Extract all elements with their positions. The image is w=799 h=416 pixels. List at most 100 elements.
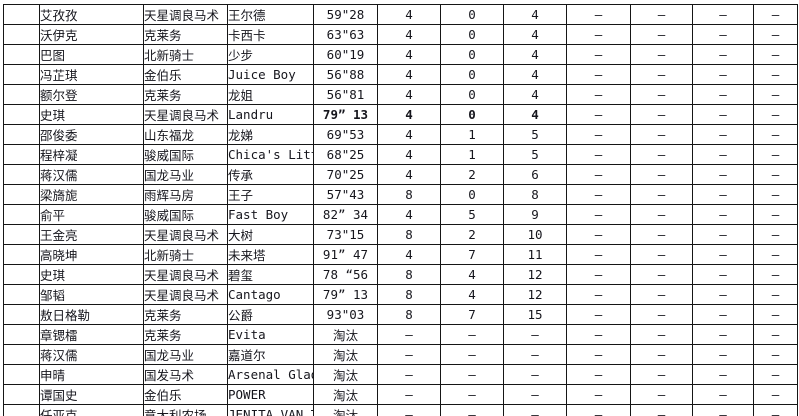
cell-extra-4: – (753, 184, 798, 205)
results-table: 艾孜孜 天星调良马术 王尔德 59"28 4 0 4 – – – – 沃伊克 克… (3, 4, 798, 416)
cell-extra-2: – (630, 164, 693, 185)
cell-club-name: 北新骑士 (143, 244, 228, 265)
cell-rider-name: 梁旖旎 (39, 184, 144, 205)
cell-rider-name: 王金亮 (39, 224, 144, 245)
cell-horse-name: 碧玺 (227, 264, 314, 285)
cell-faults-2: 2 (440, 164, 504, 185)
cell-club-name: 山东福龙 (143, 124, 228, 145)
cell-faults-2: – (440, 324, 504, 345)
cell-club-name: 国龙马业 (143, 164, 228, 185)
cell-faults-1: 8 (377, 264, 441, 285)
cell-rank (3, 4, 40, 25)
cell-extra-4: – (753, 204, 798, 225)
cell-extra-2: – (630, 44, 693, 65)
cell-extra-1: – (566, 104, 631, 125)
table-row: 沃伊克 克莱务 卡西卡 63"63 4 0 4 – – – – (3, 24, 798, 45)
cell-extra-1: – (566, 324, 631, 345)
cell-extra-3: – (692, 224, 754, 245)
cell-horse-name: Juice Boy (227, 64, 314, 85)
cell-horse-name: Cantago (227, 284, 314, 305)
cell-horse-name: POWER (227, 384, 314, 405)
cell-faults-1: 8 (377, 284, 441, 305)
cell-club-name: 骏威国际 (143, 144, 228, 165)
cell-faults-total: 11 (503, 244, 567, 265)
cell-faults-1: 4 (377, 244, 441, 265)
table-row: 邵俊委 山东福龙 龙娣 69"53 4 1 5 – – – – (3, 124, 798, 145)
cell-extra-4: – (753, 284, 798, 305)
table-row: 程梓凝 骏威国际 Chica's Littl 68"25 4 1 5 – – –… (3, 144, 798, 165)
cell-club-name: 克莱务 (143, 324, 228, 345)
cell-horse-name: 少步 (227, 44, 314, 65)
cell-faults-total: 4 (503, 4, 567, 25)
cell-extra-3: – (692, 244, 754, 265)
cell-faults-1: 4 (377, 64, 441, 85)
cell-time: 78 “56 (313, 264, 378, 285)
cell-rank (3, 304, 40, 325)
cell-club-name: 雨辉马房 (143, 184, 228, 205)
cell-extra-3: – (692, 264, 754, 285)
cell-club-name: 金伯乐 (143, 64, 228, 85)
cell-faults-1: 8 (377, 224, 441, 245)
cell-club-name: 国龙马业 (143, 344, 228, 365)
cell-rider-name: 高晓坤 (39, 244, 144, 265)
cell-extra-3: – (692, 164, 754, 185)
cell-extra-4: – (753, 104, 798, 125)
cell-extra-1: – (566, 204, 631, 225)
cell-faults-total: 9 (503, 204, 567, 225)
cell-faults-2: 0 (440, 104, 504, 125)
cell-rank (3, 64, 40, 85)
cell-horse-name: Landru (227, 104, 314, 125)
cell-extra-3: – (692, 84, 754, 105)
cell-faults-1: – (377, 364, 441, 385)
cell-horse-name: 王子 (227, 184, 314, 205)
cell-horse-name: Arsenal Glads (227, 364, 314, 385)
cell-faults-total: 5 (503, 144, 567, 165)
cell-extra-3: – (692, 344, 754, 365)
cell-rider-name: 沃伊克 (39, 24, 144, 45)
cell-extra-3: – (692, 204, 754, 225)
cell-extra-2: – (630, 184, 693, 205)
cell-faults-total: – (503, 344, 567, 365)
cell-horse-name: JENITA VAN T (227, 404, 314, 416)
table-row: 巴图 北新骑士 少步 60"19 4 0 4 – – – – (3, 44, 798, 65)
cell-extra-3: – (692, 4, 754, 25)
cell-rank (3, 144, 40, 165)
cell-horse-name: 大树 (227, 224, 314, 245)
cell-faults-total: 4 (503, 24, 567, 45)
cell-extra-3: – (692, 64, 754, 85)
cell-faults-total: 6 (503, 164, 567, 185)
cell-extra-1: – (566, 144, 631, 165)
cell-extra-4: – (753, 324, 798, 345)
cell-rider-name: 敖日格勒 (39, 304, 144, 325)
cell-faults-2: 0 (440, 184, 504, 205)
cell-club-name: 金伯乐 (143, 384, 228, 405)
cell-rider-name: 章锶檑 (39, 324, 144, 345)
cell-faults-1: 4 (377, 24, 441, 45)
cell-time: 淘汰 (313, 404, 378, 416)
cell-extra-2: – (630, 84, 693, 105)
cell-extra-1: – (566, 244, 631, 265)
cell-extra-1: – (566, 4, 631, 25)
cell-time: 79” 13 (313, 104, 378, 125)
cell-extra-4: – (753, 364, 798, 385)
table-row: 蒋汉儒 国龙马业 传承 70"25 4 2 6 – – – – (3, 164, 798, 185)
cell-club-name: 北新骑士 (143, 44, 228, 65)
cell-horse-name: 龙姐 (227, 84, 314, 105)
cell-faults-1: 4 (377, 144, 441, 165)
cell-faults-2: – (440, 404, 504, 416)
cell-club-name: 骏威国际 (143, 204, 228, 225)
cell-time: 59"28 (313, 4, 378, 25)
cell-extra-1: – (566, 84, 631, 105)
cell-extra-3: – (692, 284, 754, 305)
table-row: 任亚克 意大利农场 JENITA VAN T 淘汰 – – – – – – – (3, 404, 798, 416)
cell-club-name: 天星调良马术 (143, 104, 228, 125)
cell-faults-2: – (440, 384, 504, 405)
cell-extra-4: – (753, 44, 798, 65)
cell-time: 91” 47 (313, 244, 378, 265)
cell-faults-2: 0 (440, 24, 504, 45)
cell-rank (3, 264, 40, 285)
cell-extra-4: – (753, 84, 798, 105)
cell-horse-name: 公爵 (227, 304, 314, 325)
cell-faults-1: 4 (377, 84, 441, 105)
